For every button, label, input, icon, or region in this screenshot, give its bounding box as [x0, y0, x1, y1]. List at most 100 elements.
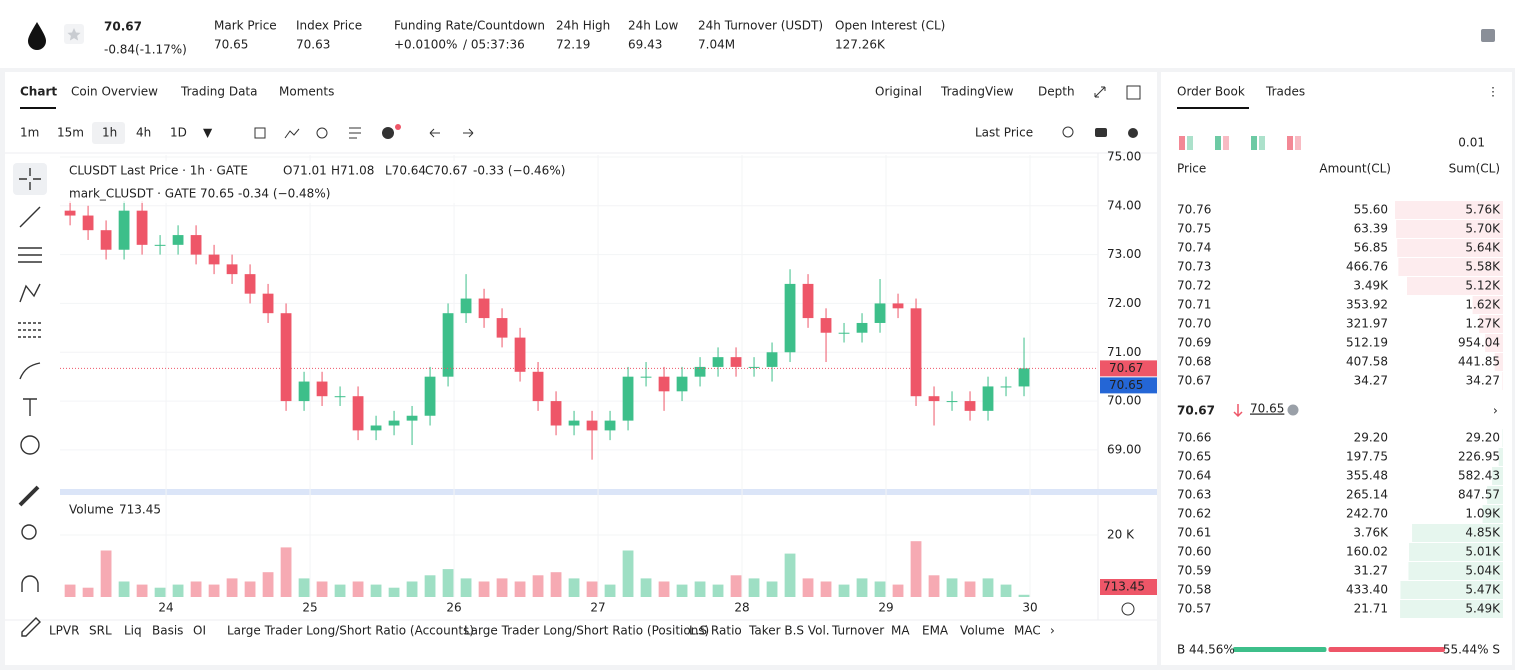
book-icon[interactable] — [1481, 29, 1495, 42]
pencil-tool[interactable] — [21, 617, 41, 637]
order-sum: 1.62K — [1465, 298, 1501, 312]
interval-button[interactable]: 15m — [57, 126, 84, 140]
chart-tab[interactable]: Coin Overview — [71, 85, 158, 99]
layout-icon[interactable] — [1295, 136, 1301, 150]
order-amount: 55.60 — [1354, 203, 1388, 217]
legend-mark-value: 70.65 — [200, 187, 234, 201]
interval-button[interactable]: 1m — [20, 126, 39, 140]
indicator-button[interactable]: Large Trader Long/Short Ratio (Accounts) — [227, 624, 474, 638]
chart-tab[interactable]: Chart — [20, 85, 57, 99]
magnet-tool[interactable] — [21, 575, 39, 592]
order-sum: 5.64K — [1465, 241, 1501, 255]
zoom-tool[interactable] — [21, 524, 37, 540]
emoji-tool[interactable] — [20, 435, 40, 455]
precision-select[interactable]: 0.01 — [1458, 136, 1485, 150]
y-tick-label: 71.00 — [1107, 345, 1141, 359]
candle-type-button[interactable] — [254, 127, 266, 139]
indicator-button[interactable]: SRL — [89, 624, 112, 638]
search-button[interactable] — [1062, 126, 1074, 138]
layout-icon[interactable] — [1179, 136, 1185, 150]
price-type-select[interactable]: Last Price — [975, 126, 1033, 140]
order-book-tab[interactable]: Trades — [1265, 85, 1305, 99]
indicator-button[interactable]: L.S Ratio — [689, 624, 742, 638]
chart-tab[interactable]: Moments — [279, 85, 334, 99]
indicator-button[interactable]: EMA — [922, 624, 949, 638]
order-book-tab[interactable]: Order Book — [1177, 85, 1245, 99]
fullscreen-button[interactable] — [1094, 86, 1106, 98]
expand-arrow[interactable]: › — [1493, 404, 1498, 418]
ruler-tool[interactable] — [18, 485, 40, 507]
volume-bar — [172, 584, 184, 597]
indicator-button[interactable]: Taker B.S Vol. — [748, 624, 830, 638]
candle-body — [136, 210, 148, 245]
depth-bar — [1479, 315, 1503, 333]
fib-tool[interactable] — [18, 322, 42, 338]
indicator-button[interactable]: Turnover — [831, 624, 884, 638]
chart-settings-button[interactable] — [1121, 602, 1135, 616]
candle-body — [208, 254, 220, 265]
text-tool[interactable] — [23, 398, 37, 416]
dropdown-arrow[interactable]: ▼ — [203, 126, 213, 140]
candle-body — [640, 376, 652, 378]
screenshot-button[interactable] — [1095, 128, 1107, 137]
add-button[interactable] — [382, 127, 394, 139]
indicator-button[interactable]: Basis — [152, 624, 183, 638]
indicator-button[interactable]: OI — [193, 624, 206, 638]
indicator-button[interactable]: Large Trader Long/Short Ratio (Positions… — [464, 624, 709, 638]
interval-button[interactable]: 4h — [136, 126, 151, 140]
indicator-button[interactable]: Liq — [124, 624, 142, 638]
template-button[interactable] — [349, 127, 361, 139]
pattern-tool[interactable] — [19, 283, 41, 303]
candle-body — [982, 386, 994, 411]
crosshair-tool[interactable] — [19, 168, 41, 190]
layout-button[interactable] — [1126, 85, 1141, 100]
candle-body — [532, 371, 544, 402]
layout-icon[interactable] — [1287, 136, 1293, 150]
channel-tool[interactable] — [18, 247, 42, 263]
interval-button[interactable]: 1D — [170, 126, 187, 140]
volume-bar — [712, 584, 724, 597]
chart-tab[interactable]: Trading Data — [180, 85, 258, 99]
stat-value: +0.0100% — [394, 38, 457, 52]
candle-body — [784, 283, 796, 353]
order-price: 70.65 — [1177, 450, 1211, 464]
column-header: Amount(CL) — [1319, 162, 1391, 176]
replay-button[interactable] — [316, 127, 328, 139]
crosshair-tool-bg[interactable] — [13, 163, 47, 195]
indicator-button[interactable]: LPVR — [49, 624, 79, 638]
indicator-button[interactable]: MA — [891, 624, 910, 638]
view-tab[interactable]: TradingView — [940, 85, 1014, 99]
info-icon[interactable] — [1287, 404, 1299, 416]
layout-icon[interactable] — [1259, 136, 1265, 150]
volume-bar — [820, 581, 832, 597]
indicator-button[interactable]: Volume — [960, 624, 1005, 638]
interval-button[interactable]: 1h — [102, 126, 117, 140]
undo-button[interactable] — [429, 128, 440, 138]
candle-body — [1000, 386, 1012, 388]
volume-tag — [1100, 579, 1157, 595]
indicator-next[interactable]: › — [1050, 624, 1055, 638]
pane-separator[interactable] — [60, 489, 1157, 495]
trendline-tool[interactable] — [19, 206, 41, 228]
settings-button[interactable] — [1128, 128, 1138, 138]
view-tab[interactable]: Depth — [1038, 85, 1075, 99]
more-button[interactable]: ⋮ — [1487, 85, 1499, 99]
layout-icon[interactable] — [1223, 136, 1229, 150]
candle-body — [478, 298, 490, 319]
indicators-button[interactable] — [284, 128, 300, 139]
volume-bar — [352, 581, 364, 597]
volume-bar — [568, 578, 580, 597]
order-amount: 31.27 — [1354, 564, 1388, 578]
view-tab[interactable]: Original — [875, 85, 922, 99]
redo-button[interactable] — [463, 128, 474, 138]
layout-icon[interactable] — [1215, 136, 1221, 150]
brush-tool[interactable] — [19, 362, 41, 380]
layout-icon[interactable] — [1251, 136, 1257, 150]
volume-bar — [658, 581, 670, 597]
order-sum: 5.12K — [1465, 279, 1501, 293]
book-last-price: 70.67 — [1177, 404, 1215, 418]
order-sum: 954.04 — [1458, 336, 1500, 350]
layout-icon[interactable] — [1187, 136, 1193, 150]
volume-bar — [298, 578, 310, 597]
volume-bar — [946, 578, 958, 597]
